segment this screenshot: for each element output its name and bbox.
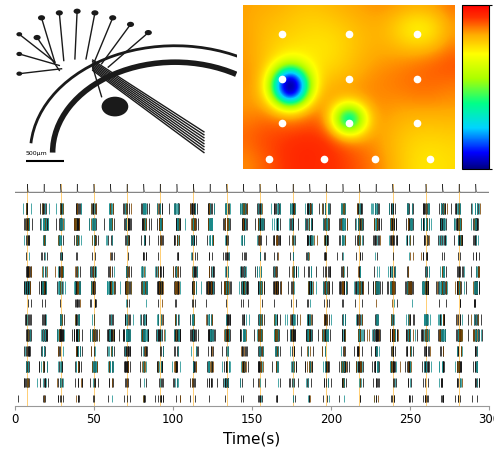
Circle shape (38, 15, 45, 21)
Circle shape (34, 35, 41, 40)
Circle shape (16, 32, 22, 36)
Circle shape (102, 97, 128, 116)
Circle shape (16, 52, 22, 56)
Circle shape (16, 71, 22, 76)
Circle shape (109, 15, 116, 21)
X-axis label: Time(s): Time(s) (223, 432, 281, 447)
Circle shape (74, 8, 81, 14)
Circle shape (56, 10, 63, 15)
Circle shape (145, 30, 152, 35)
Circle shape (91, 10, 98, 15)
Text: 500μm: 500μm (26, 151, 48, 156)
Circle shape (127, 22, 134, 27)
